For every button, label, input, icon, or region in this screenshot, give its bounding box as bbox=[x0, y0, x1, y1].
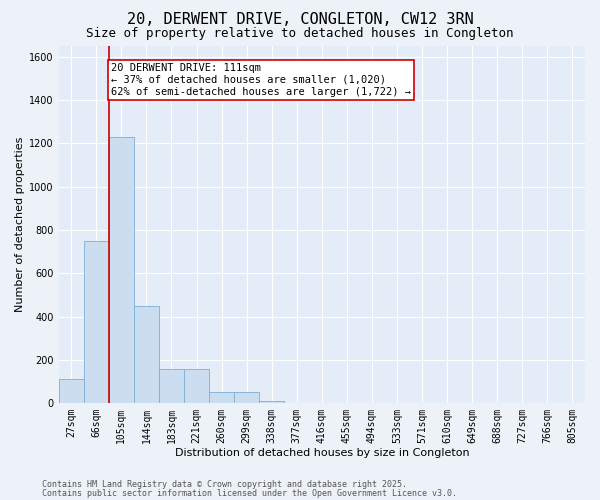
Text: Contains public sector information licensed under the Open Government Licence v3: Contains public sector information licen… bbox=[42, 489, 457, 498]
Bar bbox=[209, 392, 234, 403]
Bar bbox=[159, 368, 184, 403]
Text: 20, DERWENT DRIVE, CONGLETON, CW12 3RN: 20, DERWENT DRIVE, CONGLETON, CW12 3RN bbox=[127, 12, 473, 28]
Text: 20 DERWENT DRIVE: 111sqm
← 37% of detached houses are smaller (1,020)
62% of sem: 20 DERWENT DRIVE: 111sqm ← 37% of detach… bbox=[111, 64, 411, 96]
Bar bbox=[259, 401, 284, 403]
Bar bbox=[59, 380, 84, 403]
Y-axis label: Number of detached properties: Number of detached properties bbox=[15, 137, 25, 312]
Bar bbox=[134, 306, 159, 403]
Text: Contains HM Land Registry data © Crown copyright and database right 2025.: Contains HM Land Registry data © Crown c… bbox=[42, 480, 407, 489]
Bar bbox=[234, 392, 259, 403]
Bar bbox=[109, 137, 134, 403]
Text: Size of property relative to detached houses in Congleton: Size of property relative to detached ho… bbox=[86, 28, 514, 40]
Bar bbox=[184, 368, 209, 403]
Bar bbox=[84, 241, 109, 403]
X-axis label: Distribution of detached houses by size in Congleton: Distribution of detached houses by size … bbox=[175, 448, 469, 458]
